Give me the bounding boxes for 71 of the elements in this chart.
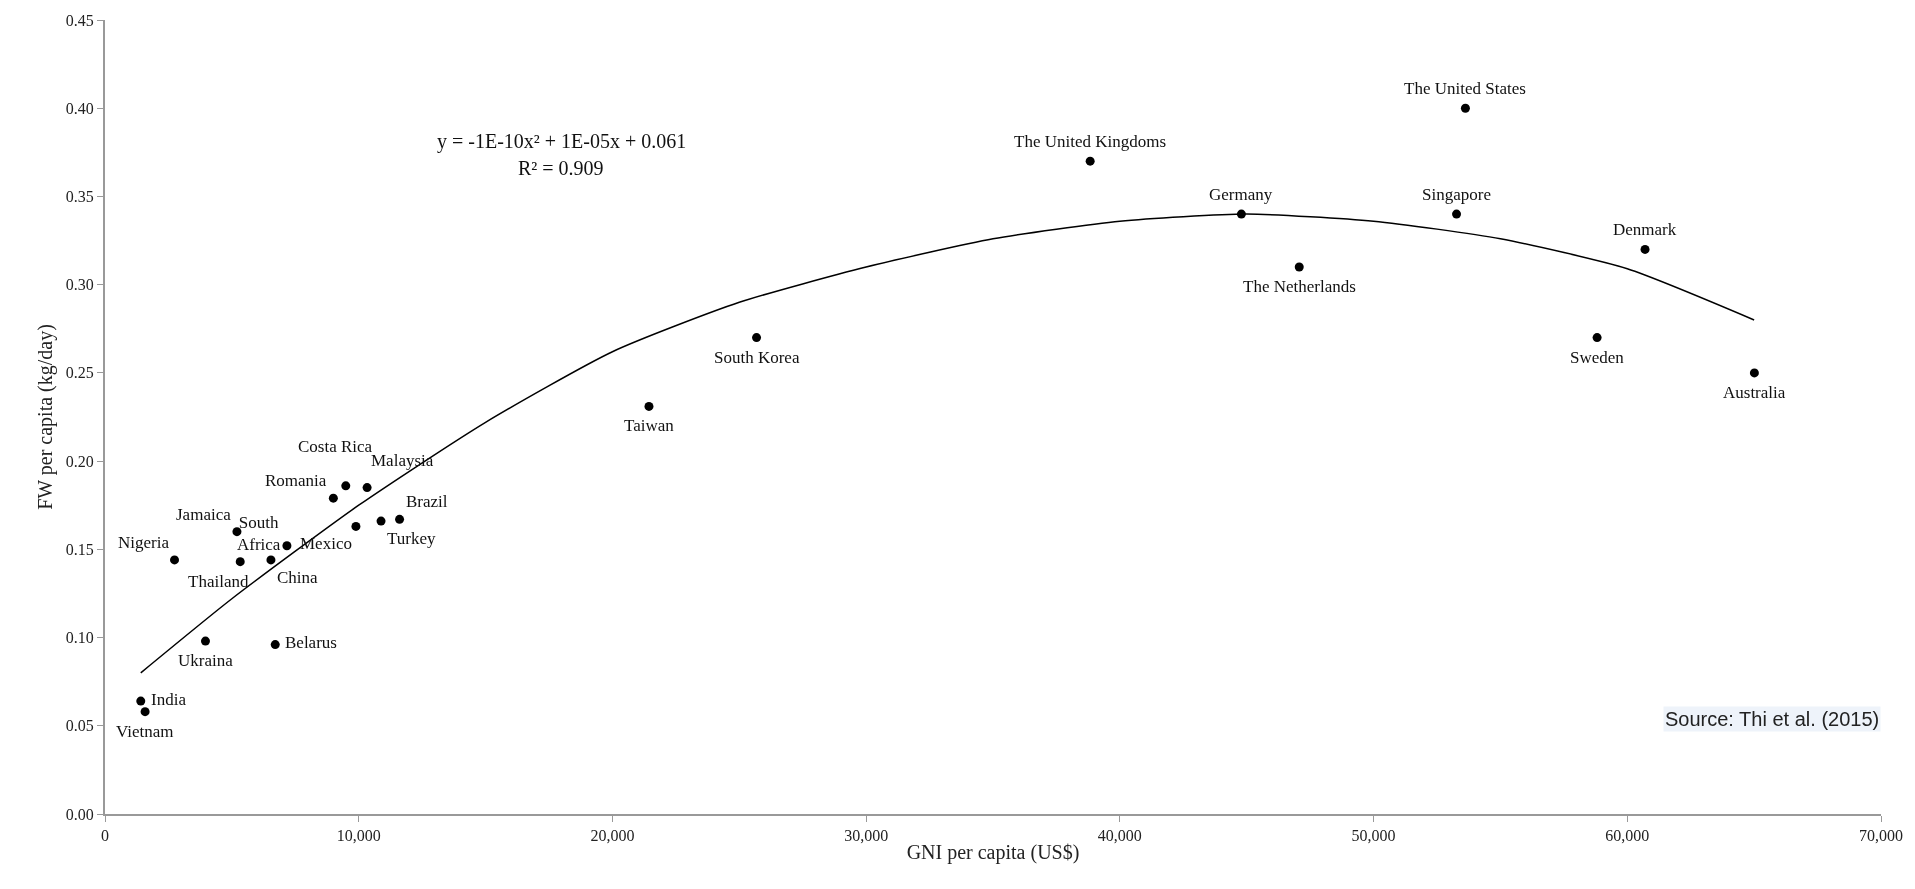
point bbox=[1640, 244, 1650, 254]
y-tick-label: 0.40 bbox=[65, 99, 94, 117]
y-tick-label: 0.15 bbox=[65, 540, 94, 558]
point bbox=[395, 514, 405, 524]
y-tick-label: 0.45 bbox=[65, 11, 94, 29]
x-tick-label: 40,000 bbox=[1097, 827, 1142, 845]
y-tick-label: 0.10 bbox=[65, 629, 94, 647]
y-tick-label: 0.20 bbox=[65, 452, 94, 470]
x-axis-title: GNI per capita (US$) bbox=[906, 841, 1080, 865]
point bbox=[140, 707, 150, 717]
point bbox=[1460, 103, 1470, 113]
annotation: Jamaica bbox=[176, 505, 232, 524]
y-axis-title: FW per capita (kg/day) bbox=[33, 324, 57, 510]
y-tick-label: 0.00 bbox=[65, 805, 94, 823]
annotation: Costa Rica bbox=[298, 437, 373, 456]
annotation: R² = 0.909 bbox=[518, 157, 604, 179]
y-tick-label: 0.35 bbox=[65, 188, 94, 206]
annotation: Turkey bbox=[387, 529, 436, 548]
point bbox=[235, 557, 245, 567]
annotation: Singapore bbox=[1422, 185, 1491, 204]
point bbox=[1294, 262, 1304, 272]
annotation: Vietnam bbox=[116, 722, 174, 741]
point bbox=[644, 401, 654, 411]
annotation: Nigeria bbox=[118, 533, 170, 552]
x-tick-label: 50,000 bbox=[1351, 827, 1396, 845]
point bbox=[351, 521, 361, 531]
x-tick-label: 30,000 bbox=[844, 827, 889, 845]
annotation: y = -1E-10x² + 1E-05x + 0.061 bbox=[437, 130, 687, 153]
y-tick-label: 0.05 bbox=[65, 717, 94, 735]
x-tick-label: 10,000 bbox=[336, 827, 381, 845]
annotation: Romania bbox=[265, 471, 327, 490]
point bbox=[200, 636, 210, 646]
point bbox=[341, 481, 351, 491]
y-tick-label: 0.30 bbox=[65, 276, 94, 294]
annotation: The Netherlands bbox=[1243, 277, 1356, 296]
annotation: South Korea bbox=[714, 348, 800, 367]
point bbox=[266, 555, 276, 565]
point bbox=[170, 555, 180, 565]
point bbox=[752, 333, 762, 343]
annotation: Brazil bbox=[406, 492, 448, 511]
annotation: Denmark bbox=[1613, 220, 1677, 239]
y-tick-label: 0.25 bbox=[65, 364, 94, 382]
annotation: China bbox=[277, 568, 319, 587]
point bbox=[362, 483, 372, 493]
point bbox=[232, 527, 242, 537]
annotation: Ukraina bbox=[178, 651, 234, 670]
point bbox=[1592, 333, 1602, 343]
annotation: South Africa bbox=[237, 513, 281, 555]
point bbox=[270, 640, 280, 650]
point bbox=[1085, 156, 1095, 166]
point bbox=[136, 696, 146, 706]
x-tick-label: 70,000 bbox=[1859, 827, 1903, 845]
point bbox=[282, 541, 292, 551]
point bbox=[376, 516, 386, 526]
point bbox=[328, 493, 338, 503]
point bbox=[1452, 209, 1462, 219]
annotation: Source: Thi et al. (2015) bbox=[1665, 708, 1880, 730]
annotation: India bbox=[151, 690, 187, 709]
x-tick-label: 0 bbox=[101, 827, 109, 845]
annotation: Australia bbox=[1723, 383, 1786, 402]
annotation: Belarus bbox=[285, 633, 337, 652]
annotation: The United States bbox=[1404, 79, 1526, 98]
point bbox=[1749, 368, 1759, 378]
annotation: Sweden bbox=[1570, 348, 1625, 367]
annotation: The United Kingdoms bbox=[1014, 132, 1167, 151]
annotation: Mexico bbox=[300, 534, 352, 553]
annotation: Germany bbox=[1209, 185, 1273, 204]
annotation: Taiwan bbox=[624, 416, 675, 435]
x-tick-label: 20,000 bbox=[590, 827, 635, 845]
annotation: Thailand bbox=[188, 572, 249, 591]
x-tick-label: 60,000 bbox=[1605, 827, 1650, 845]
